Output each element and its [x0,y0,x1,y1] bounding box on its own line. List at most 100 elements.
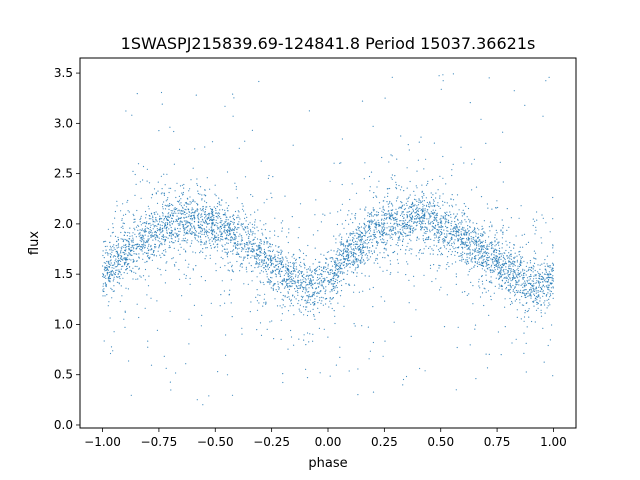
data-point [351,261,353,263]
data-point [474,328,476,330]
data-point [137,245,139,247]
data-point [195,234,197,236]
data-point [114,235,117,237]
data-point [149,249,151,251]
data-point [442,193,444,195]
data-point [279,281,281,284]
data-point [416,221,419,223]
data-point [524,269,526,271]
data-point [240,240,242,242]
data-point [434,205,436,208]
data-point [372,125,374,127]
data-point [431,280,433,283]
data-point [437,189,439,191]
data-point [334,315,336,317]
data-point [402,238,404,240]
data-point [261,261,263,263]
data-point [474,260,476,263]
data-point [419,202,421,204]
data-point [140,246,142,248]
data-point [342,261,344,263]
data-point [440,88,442,90]
data-point [392,229,394,231]
data-point [263,262,265,264]
data-point [327,263,329,265]
data-point [344,248,346,250]
data-point [227,239,229,241]
data-point [506,272,508,274]
data-point [362,244,364,246]
data-point [530,275,532,277]
data-point [254,233,256,235]
data-point [281,283,283,285]
data-point [254,236,256,238]
data-point [338,281,341,283]
data-point [394,212,396,214]
data-point [502,224,504,227]
data-point [411,225,413,227]
data-point [410,227,412,229]
data-point [426,218,428,220]
data-point [548,302,550,304]
data-point [132,244,134,246]
data-points [102,73,555,406]
data-point [274,234,276,236]
data-point [340,271,342,273]
data-point [251,245,253,248]
data-point [512,290,514,292]
data-point [214,193,216,195]
data-point [247,227,249,229]
data-point [113,273,115,275]
data-point [464,219,466,221]
data-point [471,253,473,255]
data-point [260,282,262,284]
data-point [269,321,271,323]
data-point [525,342,527,344]
data-point [310,281,313,283]
data-point [499,272,501,274]
data-point [503,277,505,279]
data-point [299,250,301,252]
data-point [490,281,492,284]
data-point [461,234,463,236]
data-point [305,286,307,288]
data-point [281,313,283,315]
data-point [272,288,274,290]
data-point [523,292,525,294]
data-point [159,268,161,271]
data-point [169,381,171,383]
data-point [154,230,157,233]
data-point [109,245,111,247]
data-point [114,266,116,268]
data-point [202,206,204,208]
data-point [540,309,542,311]
data-point [135,248,137,250]
data-point [451,174,453,177]
data-point [153,231,156,233]
data-point [276,261,278,263]
data-point [536,219,538,221]
data-point [127,239,129,241]
data-point [150,246,152,248]
data-point [225,214,227,216]
data-point [268,266,271,269]
data-point [465,245,468,247]
data-point [182,238,184,240]
data-point [191,240,193,242]
data-point [229,223,232,225]
data-point [510,270,512,272]
data-point [478,243,480,245]
data-point [245,227,247,229]
data-point [223,213,226,215]
data-point [313,303,315,305]
data-point [499,275,501,277]
data-point [116,276,118,278]
data-point [390,212,393,214]
data-point [454,216,457,218]
data-point [285,256,287,258]
data-point [197,209,199,211]
data-point [152,251,155,253]
data-point [386,242,388,244]
data-point [118,271,120,273]
data-point [382,211,384,213]
